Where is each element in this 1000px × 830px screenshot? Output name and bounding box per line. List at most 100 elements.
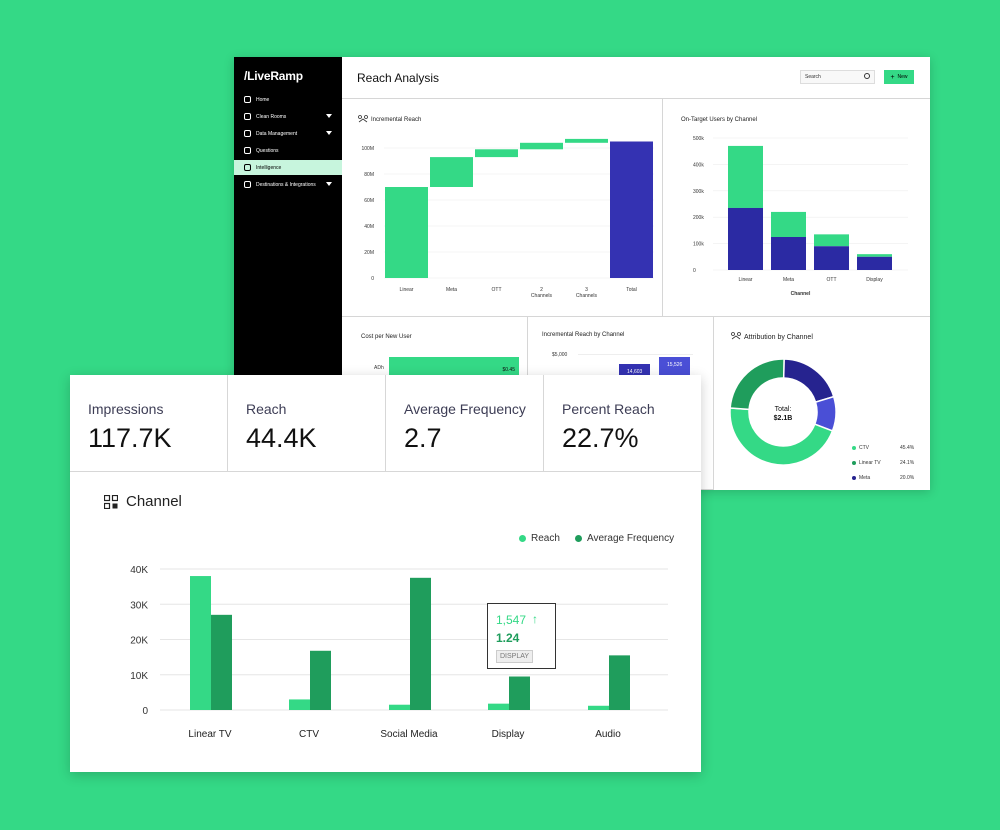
- legend-label: Linear TV: [859, 460, 881, 466]
- legend-reach-swatch: [519, 535, 526, 542]
- incremental-reach-chart: 0 20M 40M 60M 80M 100M Linear Meta OTT 2 Channels 3…: [361, 138, 654, 299]
- page-title: Reach Analysis: [357, 71, 440, 85]
- legend-value: 20.0%: [900, 475, 915, 481]
- donut-slice: [729, 358, 785, 411]
- frequency-bar[interactable]: [310, 650, 331, 710]
- y-tick-label: 100k: [693, 242, 704, 248]
- y-tick-label: 10K: [130, 671, 148, 682]
- kpi-percent-reach: Percent Reach 22.7%: [544, 375, 701, 472]
- chevron-down-icon[interactable]: [326, 131, 332, 135]
- waterfall-bar: [385, 187, 428, 278]
- arrow-up-icon: ↑: [532, 612, 538, 626]
- kpi-reach: Reach 44.4K: [228, 375, 386, 472]
- attribution-title: Attribution by Channel: [744, 334, 813, 341]
- legend-reach[interactable]: Reach: [531, 533, 560, 544]
- reach-bar[interactable]: [488, 703, 509, 710]
- donut-center-label: Total:: [775, 406, 792, 413]
- kpi-value: 22.7%: [562, 423, 639, 453]
- stacked-bar-top: [771, 211, 806, 237]
- channel-bar-2-label: 15,526: [667, 362, 683, 368]
- search-input[interactable]: Search: [800, 70, 875, 84]
- x-tick-label: Display: [492, 729, 525, 740]
- questions-icon: [244, 147, 251, 154]
- x-tick-label: Total: [626, 287, 637, 293]
- sidebar-item-home[interactable]: Home: [234, 92, 342, 107]
- x-tick-label: Meta: [783, 277, 794, 283]
- sidebar-item-data-management[interactable]: Data Management: [234, 126, 342, 141]
- sidebar-item-label: Data Management: [256, 130, 298, 137]
- y-tick-label: 100M: [361, 146, 374, 152]
- chevron-down-icon[interactable]: [326, 114, 332, 118]
- y-tick-label: 0: [371, 276, 374, 282]
- tooltip-channel-badge: DISPLAY: [496, 650, 534, 663]
- waterfall-bar: [610, 141, 653, 278]
- kpi-value: 44.4K: [246, 423, 317, 453]
- y-tick-label: 300k: [693, 189, 704, 195]
- kpi-impressions: Impressions 117.7K: [70, 375, 228, 472]
- channel-title: Channel: [126, 493, 182, 510]
- cost-row-label: ADh: [374, 365, 384, 371]
- chevron-down-icon[interactable]: [326, 182, 332, 186]
- cost-bar: $0.45: [389, 357, 519, 379]
- data-icon: [244, 130, 251, 137]
- sidebar-item-intelligence[interactable]: Intelligence: [234, 160, 342, 175]
- kpi-label: Percent Reach: [562, 401, 655, 417]
- stacked-bar-bottom: [771, 237, 806, 270]
- y-tick-label: 60M: [364, 198, 374, 204]
- plus-icon: +: [890, 73, 895, 81]
- new-button-label: New: [897, 74, 908, 80]
- frequency-bar[interactable]: [410, 577, 431, 710]
- reach-bar[interactable]: [588, 705, 609, 710]
- legend-swatch: [852, 446, 856, 450]
- legend-swatch: [852, 476, 856, 480]
- y-tick-label: 200k: [693, 215, 704, 221]
- kpi-label: Average Frequency: [404, 401, 526, 417]
- home-icon: [244, 96, 251, 103]
- stacked-bar-top: [814, 234, 849, 247]
- new-button[interactable]: + New: [884, 70, 914, 84]
- x-tick-label: Audio: [595, 729, 621, 740]
- x-tick-label: Linear: [739, 277, 753, 283]
- sidebar-item-questions[interactable]: Questions: [234, 143, 342, 158]
- clean-rooms-icon: [244, 113, 251, 120]
- sidebar-item-clean-rooms[interactable]: Clean Rooms: [234, 109, 342, 124]
- search-placeholder: Search: [805, 74, 821, 80]
- intelligence-icon: [244, 164, 251, 171]
- sidebar-item-label: Clean Rooms: [256, 113, 287, 120]
- donut-slice: [729, 407, 834, 466]
- channel-bar-chart: 0 10K 20K 30K 40K Linear TV CTV Social Media Dis…: [130, 565, 668, 740]
- x-tick-label: Linear TV: [188, 729, 232, 740]
- chart-tooltip: 1,547 ↑ 1.24 DISPLAY: [487, 603, 556, 669]
- attribution-panel: Attribution by Channel Total: $2.1B CTV 45…: [714, 317, 930, 490]
- x-axis-label: Channel: [791, 291, 811, 297]
- gridline: [578, 354, 693, 355]
- reach-bar[interactable]: [190, 576, 211, 710]
- x-tick-label: OTT: [492, 287, 502, 293]
- waterfall-bar: [565, 138, 608, 143]
- donut-center-value: $2.1B: [774, 415, 793, 422]
- channel-grid-icon: [104, 495, 118, 509]
- on-target-users-title: On-Target Users by Channel: [681, 117, 758, 123]
- reach-bar[interactable]: [389, 704, 410, 710]
- legend-average-frequency[interactable]: Average Frequency: [587, 533, 675, 544]
- on-target-users-panel: On-Target Users by Channel 0 100k 200k 300k…: [663, 98, 930, 317]
- x-tick-label: Social Media: [380, 729, 438, 740]
- reach-bar[interactable]: [289, 699, 310, 710]
- legend-value: 24.1%: [900, 460, 915, 466]
- frequency-bar[interactable]: [211, 614, 232, 710]
- waterfall-bar: [520, 142, 563, 150]
- y-tick-label: 20K: [130, 636, 148, 647]
- y-tick-label: 80M: [364, 172, 374, 178]
- sidebar-item-destinations-integrations[interactable]: Destinations & Integrations: [234, 177, 342, 192]
- y-tick-label: 500k: [693, 136, 704, 142]
- frequency-bar[interactable]: [609, 655, 630, 710]
- legend-swatch: [852, 461, 856, 465]
- incremental-reach-panel: Incremental Reach 0 20M 40M 60M 80M 100M Linea…: [342, 98, 663, 317]
- x-tick-label: CTV: [299, 729, 319, 740]
- sidebar-item-label: Questions: [256, 147, 279, 154]
- y-tick-label: 40M: [364, 224, 374, 230]
- kpi-value: 2.7: [404, 423, 442, 453]
- page-header: Reach Analysis Search + New: [342, 57, 930, 99]
- stacked-bar-top: [728, 145, 763, 208]
- frequency-bar[interactable]: [509, 676, 530, 710]
